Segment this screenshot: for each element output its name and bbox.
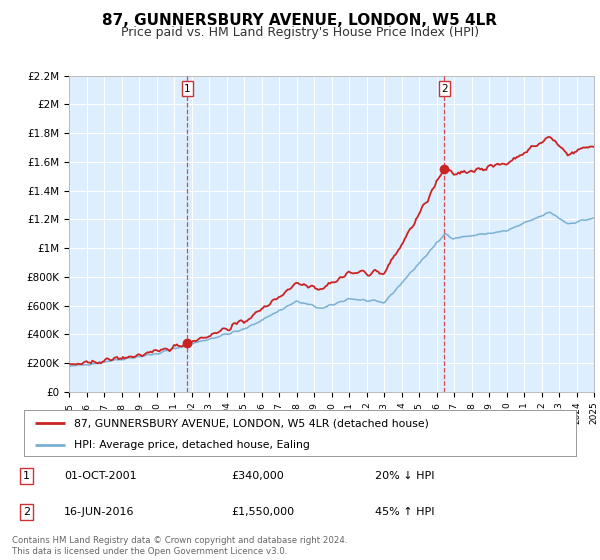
Text: 20% ↓ HPI: 20% ↓ HPI bbox=[375, 471, 434, 481]
Text: 2: 2 bbox=[23, 507, 30, 517]
Text: Price paid vs. HM Land Registry's House Price Index (HPI): Price paid vs. HM Land Registry's House … bbox=[121, 26, 479, 39]
Text: 16-JUN-2016: 16-JUN-2016 bbox=[64, 507, 134, 517]
Text: HPI: Average price, detached house, Ealing: HPI: Average price, detached house, Eali… bbox=[74, 440, 310, 450]
Text: 2: 2 bbox=[441, 83, 448, 94]
Text: 45% ↑ HPI: 45% ↑ HPI bbox=[375, 507, 434, 517]
Text: Contains HM Land Registry data © Crown copyright and database right 2024.
This d: Contains HM Land Registry data © Crown c… bbox=[12, 536, 347, 556]
Text: 1: 1 bbox=[184, 83, 190, 94]
Text: £340,000: £340,000 bbox=[231, 471, 284, 481]
Text: 87, GUNNERSBURY AVENUE, LONDON, W5 4LR (detached house): 87, GUNNERSBURY AVENUE, LONDON, W5 4LR (… bbox=[74, 418, 428, 428]
Text: 87, GUNNERSBURY AVENUE, LONDON, W5 4LR: 87, GUNNERSBURY AVENUE, LONDON, W5 4LR bbox=[103, 13, 497, 29]
Text: £1,550,000: £1,550,000 bbox=[231, 507, 294, 517]
Text: 1: 1 bbox=[23, 471, 30, 481]
Text: 01-OCT-2001: 01-OCT-2001 bbox=[64, 471, 136, 481]
